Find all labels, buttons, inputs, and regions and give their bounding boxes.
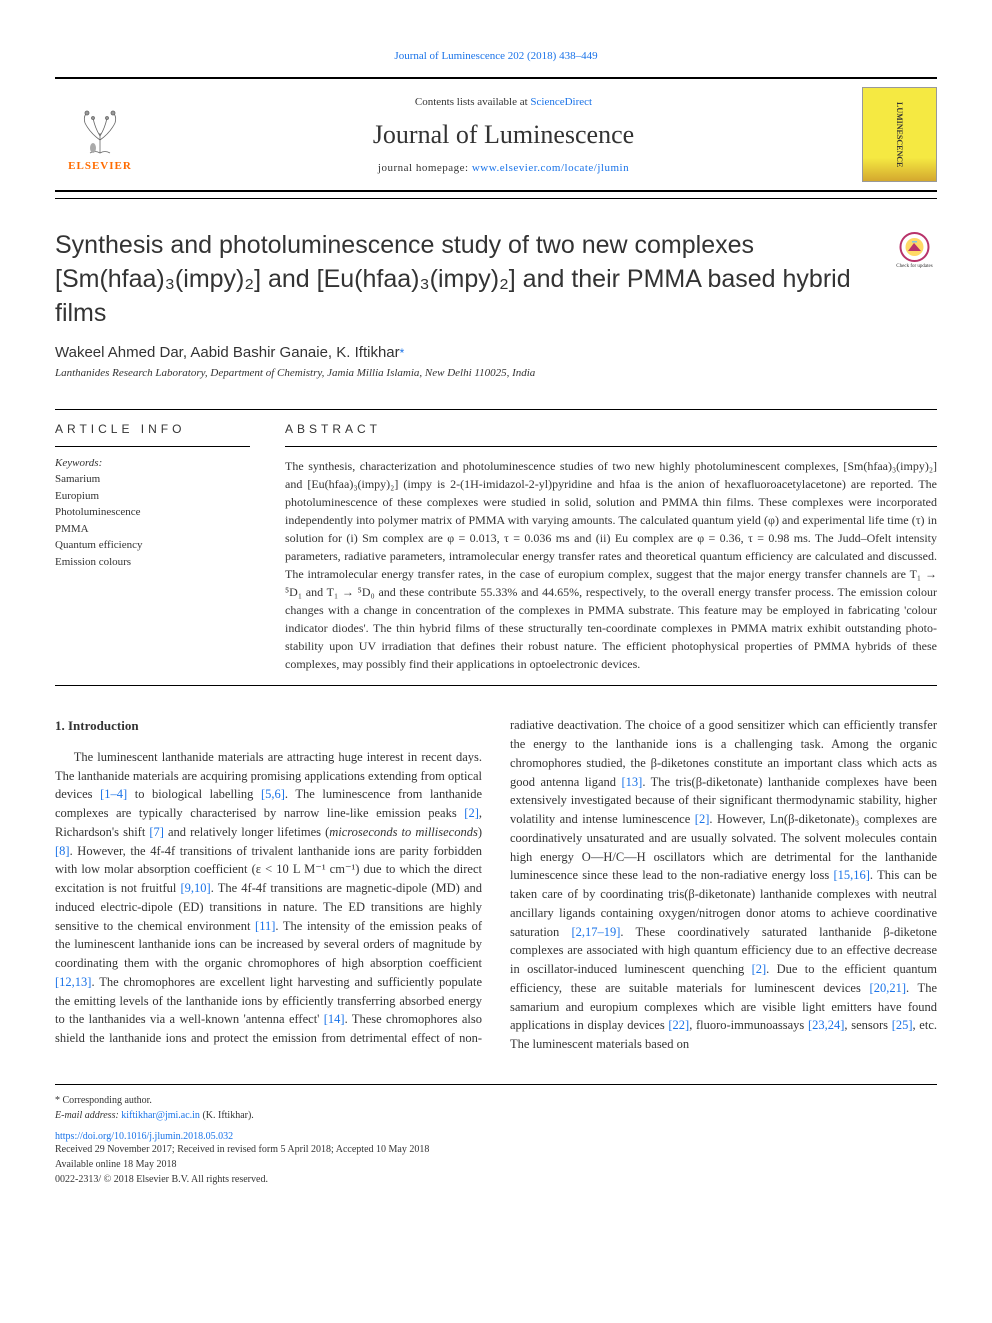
email-link[interactable]: kiftikhar@jmi.ac.in <box>121 1110 200 1121</box>
email-line: E-mail address: kiftikhar@jmi.ac.in (K. … <box>55 1108 937 1123</box>
reference-link[interactable]: [25] <box>892 1018 913 1032</box>
keyword-item: PMMA <box>55 521 250 538</box>
article-body: 1. Introduction The luminescent lanthani… <box>55 716 937 1054</box>
elsevier-tree-icon <box>65 98 135 158</box>
elsevier-logo[interactable]: ELSEVIER <box>55 90 145 180</box>
reference-link[interactable]: [23,24] <box>808 1018 844 1032</box>
keywords-label: Keywords: <box>55 457 250 469</box>
doi-link[interactable]: https://doi.org/10.1016/j.jlumin.2018.05… <box>55 1131 937 1142</box>
journal-header: ELSEVIER Contents lists available at Sci… <box>55 77 937 192</box>
journal-homepage-line: journal homepage: www.elsevier.com/locat… <box>145 162 862 174</box>
reference-link[interactable]: [13] <box>621 775 642 789</box>
reference-link[interactable]: [2] <box>752 962 767 976</box>
authors-line: Wakeel Ahmed Dar, Aabid Bashir Ganaie, K… <box>55 344 937 361</box>
online-line: Available online 18 May 2018 <box>55 1157 937 1172</box>
copyright-line: 0022-2313/ © 2018 Elsevier B.V. All righ… <box>55 1172 937 1187</box>
keyword-item: Europium <box>55 488 250 505</box>
reference-link[interactable]: [2] <box>464 806 479 820</box>
journal-homepage-link[interactable]: www.elsevier.com/locate/jlumin <box>472 162 629 174</box>
reference-link[interactable]: [22] <box>668 1018 689 1032</box>
reference-link[interactable]: [20,21] <box>870 981 906 995</box>
sciencedirect-link[interactable]: ScienceDirect <box>530 96 592 108</box>
journal-issue-link[interactable]: Journal of Luminescence 202 (2018) 438–4… <box>55 50 937 62</box>
journal-cover-thumbnail[interactable]: LUMINESCENCE <box>862 87 937 182</box>
corresponding-author-mark[interactable]: * <box>400 346 405 360</box>
reference-link[interactable]: [1–4] <box>100 787 127 801</box>
contents-available-line: Contents lists available at ScienceDirec… <box>145 96 862 108</box>
article-info-block: ARTICLE INFO Keywords: Samarium Europium… <box>55 410 250 685</box>
keyword-item: Photoluminescence <box>55 504 250 521</box>
abstract-block: ABSTRACT The synthesis, characterization… <box>285 410 937 685</box>
reference-link[interactable]: [5,6] <box>261 787 285 801</box>
header-rule <box>55 198 937 199</box>
section-heading: 1. Introduction <box>55 716 482 736</box>
corresponding-author-note: * Corresponding author. <box>55 1093 937 1108</box>
reference-link[interactable]: [15,16] <box>833 868 869 882</box>
reference-link[interactable]: [2,17–19] <box>571 925 620 939</box>
reference-link[interactable]: [14] <box>324 1012 345 1026</box>
svg-text:Check for updates: Check for updates <box>896 264 932 269</box>
abstract-text: The synthesis, characterization and phot… <box>285 457 937 673</box>
reference-link[interactable]: [12,13] <box>55 975 91 989</box>
affiliation: Lanthanides Research Laboratory, Departm… <box>55 367 937 379</box>
body-paragraph: The luminescent lanthanide materials are… <box>55 716 937 1054</box>
cover-label: LUMINESCENCE <box>895 102 904 167</box>
elsevier-brand-text: ELSEVIER <box>68 160 132 172</box>
reference-link[interactable]: [9,10] <box>181 881 211 895</box>
received-line: Received 29 November 2017; Received in r… <box>55 1142 937 1157</box>
reference-link[interactable]: [8] <box>55 844 70 858</box>
article-info-header: ARTICLE INFO <box>55 422 250 447</box>
journal-name: Journal of Luminescence <box>145 120 862 150</box>
reference-link[interactable]: [11] <box>255 919 275 933</box>
reference-link[interactable]: [2] <box>695 812 710 826</box>
keyword-item: Samarium <box>55 471 250 488</box>
abstract-header: ABSTRACT <box>285 422 937 447</box>
keyword-item: Quantum efficiency <box>55 537 250 554</box>
check-updates-badge[interactable]: Check for updates <box>892 229 937 274</box>
reference-link[interactable]: [7] <box>149 825 164 839</box>
article-title: Synthesis and photoluminescence study of… <box>55 229 872 330</box>
footer-block: * Corresponding author. E-mail address: … <box>55 1084 937 1187</box>
keyword-item: Emission colours <box>55 554 250 571</box>
